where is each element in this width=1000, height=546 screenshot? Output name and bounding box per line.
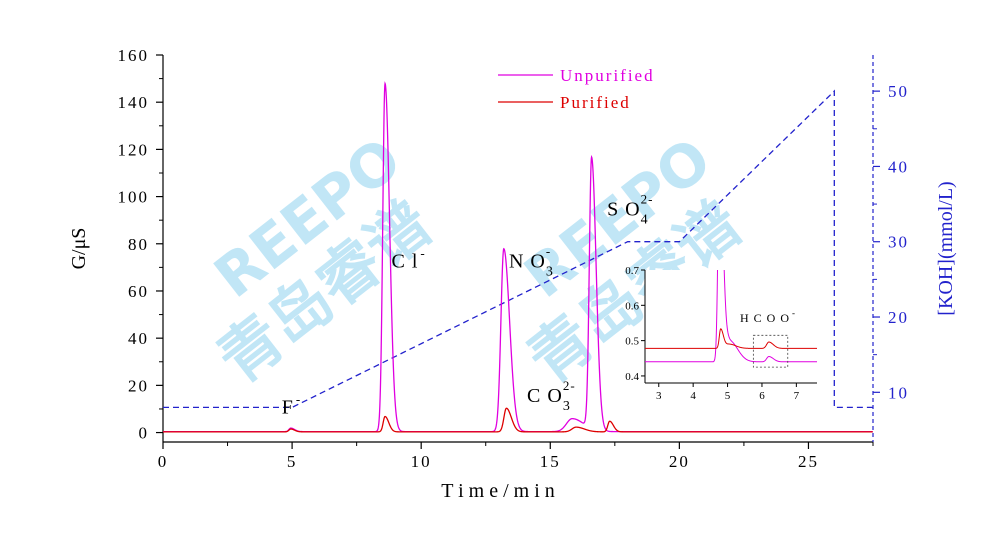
inset-trace-purified xyxy=(645,328,817,349)
peak-label-base: S O xyxy=(607,198,641,220)
inset-x-tick-label: 6 xyxy=(759,390,765,402)
y-axis-label: G/μS xyxy=(68,228,90,270)
peak-label-base: F xyxy=(282,397,294,419)
peak-label-co3: C O3 2- xyxy=(527,378,576,414)
peak-label-sub: 3 xyxy=(563,399,571,414)
inset-x-tick-label: 7 xyxy=(794,390,800,402)
y-tick-label: 40 xyxy=(128,329,149,348)
x-tick-label: 25 xyxy=(798,452,819,471)
y-tick-label: 20 xyxy=(128,376,149,395)
inset-peak-label: H C O O- xyxy=(740,308,796,325)
y-tick-label: 120 xyxy=(118,140,150,159)
y2-tick-label: 30 xyxy=(888,233,909,252)
inset-chart: 0.4 0.5 0.6 0.7 3 4 5 6 7 H C O O- xyxy=(625,265,817,402)
inset-y-tick-label: 0.6 xyxy=(625,300,639,312)
y-tick-label: 80 xyxy=(128,235,149,254)
inset-zoom-box xyxy=(752,334,789,368)
peak-label-sub: 4 xyxy=(641,212,649,227)
peak-label-base: N O xyxy=(509,250,546,272)
x-tick-label: 10 xyxy=(411,452,432,471)
y-tick-label: 140 xyxy=(118,93,150,112)
x-tick-label: 5 xyxy=(287,452,298,471)
axes-group: 0 20 40 60 80 100 120 140 160 0 5 10 15 20 25 T i m e /… xyxy=(68,46,957,502)
y-tick-label: 160 xyxy=(118,46,150,65)
inset-trace-unpurified xyxy=(645,270,817,363)
peak-label-sup: 2- xyxy=(563,378,576,393)
x-tick-label: 0 xyxy=(158,452,169,471)
peak-label-no3: N O3 - xyxy=(509,243,554,279)
legend-label: Purified xyxy=(560,93,631,112)
inset-background xyxy=(645,270,817,383)
x-tick-label: 20 xyxy=(669,452,690,471)
x-tick-label: 15 xyxy=(540,452,561,471)
inset-y-tick-label: 0.5 xyxy=(625,336,639,348)
inset-x-tick-label: 4 xyxy=(690,390,696,402)
inset-peak-label-sup: - xyxy=(792,308,796,318)
peak-label-sup: - xyxy=(420,245,425,260)
koh-gradient-group xyxy=(163,89,873,409)
peak-label-sup: - xyxy=(546,243,551,258)
legend: Unpurified Purified xyxy=(498,66,655,112)
traces-group xyxy=(163,81,873,433)
peak-label-cl: C l- xyxy=(391,245,425,272)
inset-y-tick-label: 0.7 xyxy=(625,265,639,277)
y2-tick-label: 20 xyxy=(888,308,909,327)
y2-tick-label: 50 xyxy=(888,82,909,101)
peak-label-f: F- xyxy=(282,392,301,419)
inset-peak-label-base: H C O O xyxy=(740,311,790,325)
koh-gradient-line xyxy=(163,89,873,409)
x-axis-label: T i m e / m i n xyxy=(441,480,555,502)
y2-tick-label: 10 xyxy=(888,383,909,402)
y-tick-label: 0 xyxy=(139,424,150,443)
y-tick-label: 60 xyxy=(128,282,149,301)
peak-label-sup: - xyxy=(296,392,301,407)
peak-label-sub: 3 xyxy=(546,264,554,279)
legend-label: Unpurified xyxy=(560,66,655,85)
y2-axis-label: [KOH](mmol/L) xyxy=(935,181,957,315)
peak-label-base: C O xyxy=(527,385,563,407)
inset-y-tick-label: 0.4 xyxy=(625,371,639,383)
peak-label-base: C l xyxy=(391,250,418,272)
peak-label-sup: 2- xyxy=(641,191,654,206)
annotations-group: F -C l-N O3-C O32-S O42- xyxy=(282,191,653,419)
y2-tick-label: 40 xyxy=(888,157,909,176)
trace-purified xyxy=(163,407,873,433)
inset-x-tick-label: 3 xyxy=(656,390,662,402)
peak-label-so4: S O4 2- xyxy=(607,191,653,227)
y-tick-label: 100 xyxy=(118,188,150,207)
inset-x-tick-label: 5 xyxy=(725,390,731,402)
